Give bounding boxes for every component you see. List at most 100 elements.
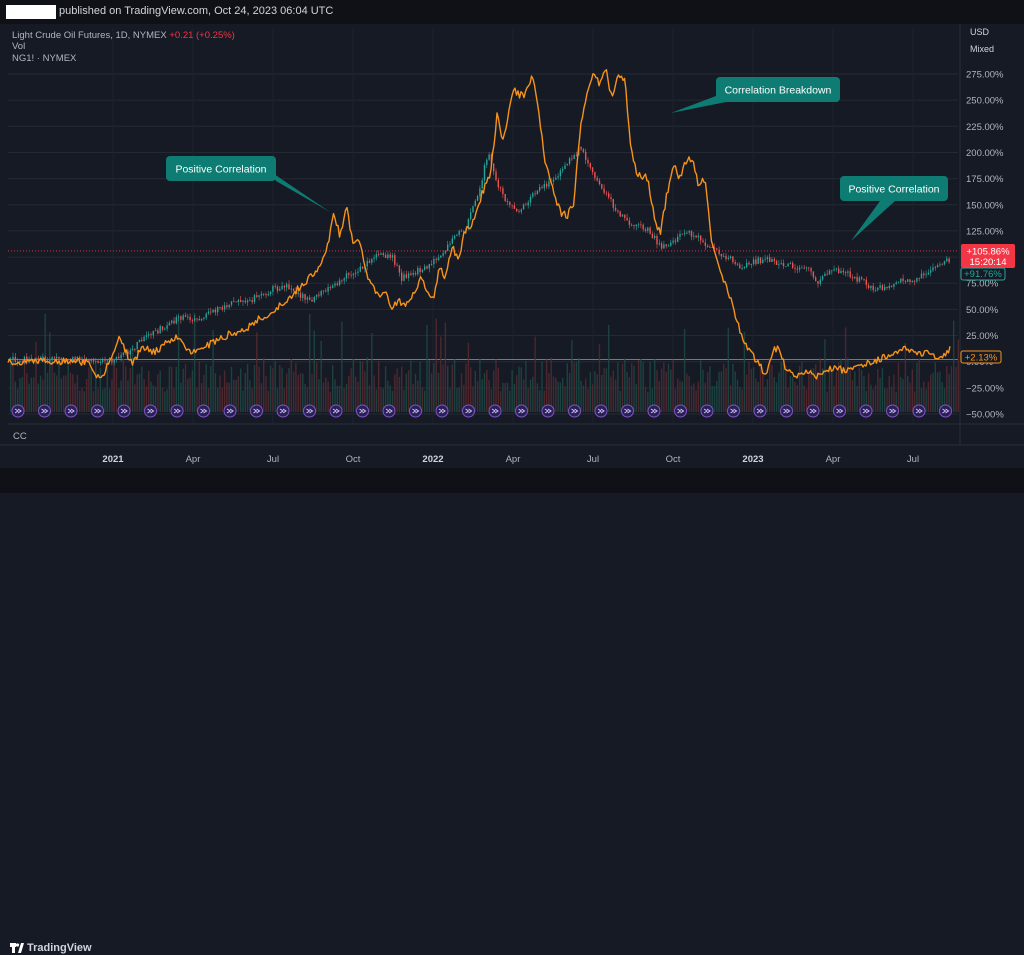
candle-body [472,206,474,213]
volume-bar [53,372,56,412]
candle-body [688,231,690,233]
candle-body [665,244,667,247]
price-chart[interactable]: 275.00% 250.00% 225.00% 200.00% 175.00% 150.0… [0,24,1024,468]
volume-bar [665,371,667,412]
volume-bar [286,373,288,412]
candle-body [504,193,506,202]
candle-body [157,330,159,334]
volume-bar [343,387,345,412]
candle-body [543,184,545,189]
volume-bar [428,360,430,412]
candle-body [495,171,497,181]
candle-body [562,169,564,171]
candle-body [660,243,663,249]
candle-body [842,270,844,273]
candle-body [458,231,460,235]
candle-body [499,187,502,189]
volume-bar [872,389,874,412]
candle-body [419,268,421,273]
candle-body [359,266,361,272]
event-chevron-icon [942,408,950,414]
y-tick-label: 250.00% [966,96,1004,107]
volume-bar [663,362,665,412]
candle-body [141,339,143,342]
volume-bar [557,381,559,412]
candle-body [865,279,867,286]
event-chevron-icon [597,408,605,414]
candle-body [235,301,237,303]
candle-body [394,255,396,265]
cc-label[interactable]: CC [13,431,27,442]
x-tick-label: Jul [587,454,599,465]
annotation-callout: Positive Correlation [166,156,330,212]
volume-bar [723,363,725,412]
candle-body [37,358,39,360]
event-marker [833,404,846,418]
volume-bar [934,362,936,412]
symbol-legend[interactable]: Light Crude Oil Futures, 1D, NYMEX +0.21… [12,30,235,41]
candle-body [265,294,267,296]
volume-bar [115,368,118,412]
volume-bar [601,374,603,412]
candle-body [548,181,550,187]
candle-body [256,295,258,297]
volume-bar [194,312,196,412]
candle-body [299,292,302,298]
volume-bar [242,390,244,412]
candle-body [856,276,858,282]
candle-body [421,269,424,273]
event-chevron-icon [332,408,340,414]
candle-body [424,266,426,270]
candle-body [766,257,769,260]
currency-usd[interactable]: USD [970,27,990,37]
candle-body [263,293,265,295]
volume-bar [932,372,934,412]
candle-body [520,209,522,212]
event-marker [753,404,767,418]
volume-bar [426,324,428,412]
compare-legend[interactable]: NG1! · NYMEX [12,53,77,64]
volume-bar [815,364,817,412]
volume-bar [555,377,557,412]
candle-body [58,356,60,359]
candle-body [789,263,792,264]
volume-bar [598,344,601,412]
volume-bar [177,317,180,412]
volume-bar [233,379,235,412]
volume-bar [861,370,863,412]
candle-body [596,178,598,181]
volume-bar [283,388,286,412]
volume-bar [274,360,276,412]
candle-body [122,352,125,355]
volume-bar [729,385,732,412]
candle-body [649,227,651,234]
volume-legend[interactable]: Vol [12,41,26,52]
volume-bar [847,357,849,412]
currency-box[interactable] [963,24,1013,60]
volume-bar [125,366,127,412]
volume-bar [253,365,256,412]
volume-bar [260,383,263,412]
volume-bar [171,366,173,412]
event-chevron-icon [624,408,632,414]
event-marker [38,404,51,418]
event-chevron-icon [385,408,393,414]
green-tag [960,267,1006,281]
event-marker [250,404,263,418]
event-marker [594,404,608,418]
candle-body [405,274,407,278]
candle-body [258,295,260,297]
callout-pointer [671,96,726,113]
volume-bar [85,378,88,412]
volume-bar [812,368,815,412]
candle-body [76,356,79,361]
volume-bar [467,342,470,412]
candle-body [460,230,463,232]
volume-bar [152,385,154,412]
volume-bar [228,382,230,412]
candle-body [603,188,605,193]
candle-body [897,282,900,284]
volume-bar [771,364,773,412]
currency-mixed[interactable]: Mixed [970,44,995,54]
event-chevron-icon [173,408,181,414]
